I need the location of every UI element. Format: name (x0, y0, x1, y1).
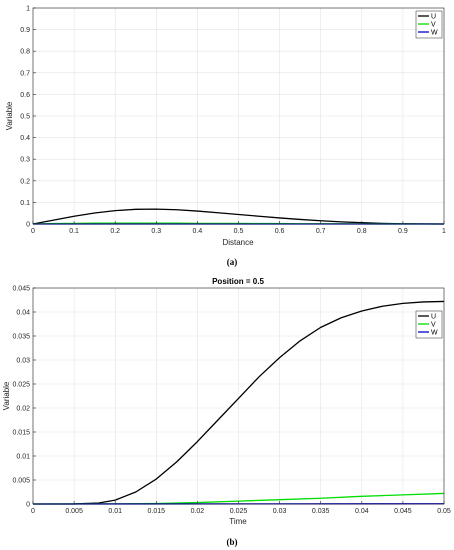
chart-b-yticks: 0 0.005 0.01 0.015 0.02 0.025 0.03 0.035 0.04 0.0… (12, 286, 36, 509)
chart-a-caption: (a) (227, 257, 238, 267)
chart-a-xtick-label: 0.7 (316, 228, 326, 235)
chart-a-ytick-label: 0.8 (20, 49, 30, 56)
chart-b-xtick-label: 0.03 (273, 508, 287, 515)
chart-b: Position = 0.5 0 0.005 0.01 0.015 0.02 0.025 0… (2, 277, 451, 547)
chart-a-ytick-label: 1 (26, 6, 30, 13)
chart-a-xtick-label: 0.3 (151, 228, 161, 235)
chart-a-xlabel: Distance (222, 238, 254, 247)
chart-b-legend-label-v: V (431, 322, 436, 329)
chart-a: 0 0.1 0.2 0.3 0.4 0.5 0.6 0.7 0.8 0.9 1 0 0.1 0.2 0.3… (5, 6, 446, 268)
chart-b-caption: (b) (227, 537, 238, 547)
chart-a-xtick-label: 0.6 (275, 228, 285, 235)
chart-b-xtick-label: 0.005 (65, 508, 83, 515)
chart-a-legend-label-u: U (431, 14, 436, 21)
chart-b-ytick-label: 0.015 (12, 430, 30, 437)
chart-a-xtick-label: 0.4 (193, 228, 203, 235)
chart-b-xlabel: Time (229, 517, 247, 526)
chart-a-xtick-label: 0.1 (69, 228, 79, 235)
chart-b-xtick-label: 0.015 (148, 508, 166, 515)
chart-a-xtick-label: 0 (31, 228, 35, 235)
chart-a-xtick-label: 0.8 (357, 228, 367, 235)
chart-b-ytick-label: 0.025 (12, 382, 30, 389)
chart-a-xtick-label: 0.9 (398, 228, 408, 235)
chart-b-ytick-label: 0.03 (16, 358, 30, 365)
chart-b-ytick-label: 0.035 (12, 334, 30, 341)
chart-a-ylabel: Variable (5, 101, 14, 130)
chart-b-xtick-label: 0.035 (312, 508, 330, 515)
chart-b-ytick-label: 0.005 (12, 478, 30, 485)
chart-a-ytick-label: 0.6 (20, 92, 30, 99)
chart-a-xtick-label: 0.5 (234, 228, 244, 235)
chart-a-legend-label-w: W (431, 30, 438, 37)
chart-b-legend-label-w: W (431, 330, 438, 337)
chart-a-ytick-label: 0.5 (20, 114, 30, 121)
chart-a-ytick-label: 0.2 (20, 178, 30, 185)
chart-b-xtick-label: 0 (31, 508, 35, 515)
chart-b-series-u-line (32, 300, 445, 505)
chart-a-legend: UVW (415, 10, 443, 39)
chart-a-series-u-line (32, 208, 445, 225)
chart-b-legend: UVW (415, 310, 443, 339)
chart-a-ytick-label: 0 (26, 222, 30, 229)
chart-b-xtick-label: 0.04 (355, 508, 369, 515)
chart-b-xtick-label: 0.045 (394, 508, 412, 515)
chart-a-ytick-label: 0.1 (20, 200, 30, 207)
chart-b-legend-label-u: U (431, 314, 436, 321)
chart-a-ytick-label: 0.7 (20, 70, 30, 77)
chart-b-xticks: 0 0.005 0.01 0.015 0.02 0.025 0.03 0.035 0.04 0.0… (31, 501, 451, 515)
chart-b-ylabel: Variable (2, 381, 11, 410)
chart-a-yticks: 0 0.1 0.2 0.3 0.4 0.5 0.6 0.7 0.8 0.9 1 (20, 6, 36, 229)
chart-b-ytick-label: 0 (26, 502, 30, 509)
chart-a-xtick-label: 0.2 (110, 228, 120, 235)
chart-b-ytick-label: 0.04 (16, 310, 30, 317)
chart-b-ytick-label: 0.045 (12, 286, 30, 293)
chart-b-xtick-label: 0.01 (108, 508, 122, 515)
chart-a-xticks: 0 0.1 0.2 0.3 0.4 0.5 0.6 0.7 0.8 0.9 1 (31, 221, 446, 235)
chart-a-ytick-label: 0.9 (20, 27, 30, 34)
chart-a-xtick-label: 1 (442, 228, 446, 235)
chart-a-ytick-label: 0.4 (20, 135, 30, 142)
chart-b-xtick-label: 0.025 (230, 508, 248, 515)
chart-a-legend-label-v: V (431, 22, 436, 29)
chart-b-title: Position = 0.5 (212, 277, 264, 286)
chart-b-ytick-label: 0.01 (16, 454, 30, 461)
chart-b-xtick-label: 0.02 (191, 508, 205, 515)
chart-a-ytick-label: 0.3 (20, 157, 30, 164)
chart-b-grid (32, 287, 445, 505)
chart-b-ytick-label: 0.02 (16, 406, 30, 413)
chart-b-xtick-label: 0.05 (437, 508, 451, 515)
